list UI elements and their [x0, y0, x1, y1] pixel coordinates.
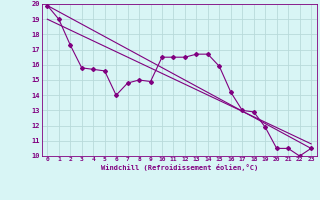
X-axis label: Windchill (Refroidissement éolien,°C): Windchill (Refroidissement éolien,°C): [100, 164, 258, 171]
